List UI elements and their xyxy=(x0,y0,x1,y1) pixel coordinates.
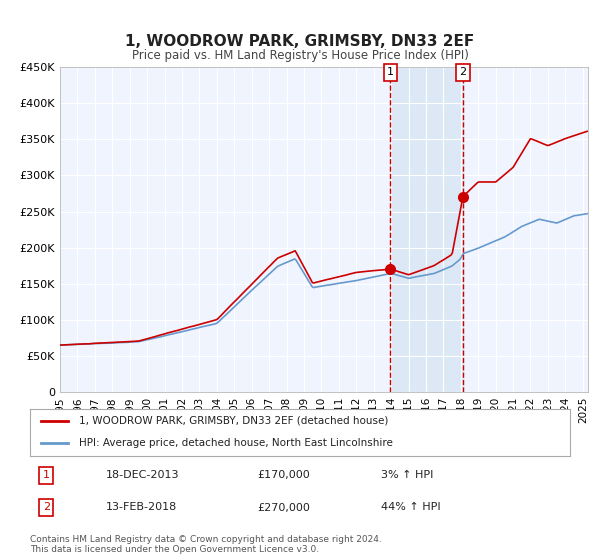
Text: 44% ↑ HPI: 44% ↑ HPI xyxy=(381,502,440,512)
Text: 13-FEB-2018: 13-FEB-2018 xyxy=(106,502,177,512)
Text: 2: 2 xyxy=(460,67,466,77)
Bar xyxy=(391,67,463,392)
Text: 1, WOODROW PARK, GRIMSBY, DN33 2EF: 1, WOODROW PARK, GRIMSBY, DN33 2EF xyxy=(125,35,475,49)
Text: 2: 2 xyxy=(43,502,50,512)
Text: Contains HM Land Registry data © Crown copyright and database right 2024.
This d: Contains HM Land Registry data © Crown c… xyxy=(30,535,382,554)
Text: 1: 1 xyxy=(387,67,394,77)
Text: 18-DEC-2013: 18-DEC-2013 xyxy=(106,470,179,480)
Text: 3% ↑ HPI: 3% ↑ HPI xyxy=(381,470,433,480)
Text: HPI: Average price, detached house, North East Lincolnshire: HPI: Average price, detached house, Nort… xyxy=(79,438,392,448)
Text: 1, WOODROW PARK, GRIMSBY, DN33 2EF (detached house): 1, WOODROW PARK, GRIMSBY, DN33 2EF (deta… xyxy=(79,416,388,426)
Text: £270,000: £270,000 xyxy=(257,502,310,512)
Text: £170,000: £170,000 xyxy=(257,470,310,480)
Text: Price paid vs. HM Land Registry's House Price Index (HPI): Price paid vs. HM Land Registry's House … xyxy=(131,49,469,63)
Text: 1: 1 xyxy=(43,470,50,480)
